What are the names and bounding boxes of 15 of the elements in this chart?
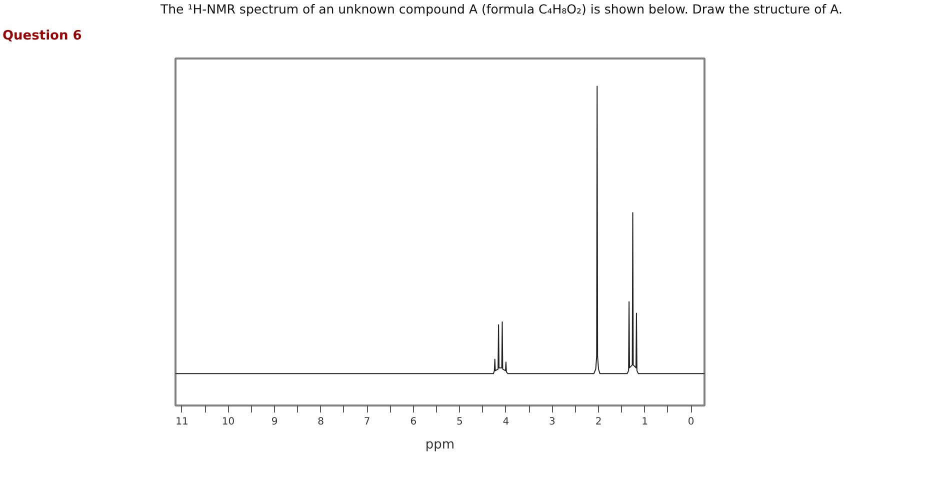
x-tick-label: 1 [642,416,648,428]
x-tick-label: 10 [222,416,235,428]
x-tick-label: 9 [271,416,278,428]
x-tick-label: 8 [318,416,324,428]
x-tick-label: 0 [688,416,694,428]
x-tick-label: 5 [456,416,463,428]
x-tick-label: 4 [502,416,510,428]
chart-title: The ¹H-NMR spectrum of an unknown compound A (formula C₄H₈O₂) is shown below. Draw the structure of A. [160,2,842,16]
x-tick-label: 7 [364,416,370,428]
x-axis-title: ppm [425,438,455,452]
x-tick-label: 6 [410,416,417,428]
x-tick-label: 3 [549,416,556,428]
x-tick-label: 2 [595,416,602,428]
x-tick-label: 11 [176,416,188,428]
text: Question 6 [2,28,82,44]
